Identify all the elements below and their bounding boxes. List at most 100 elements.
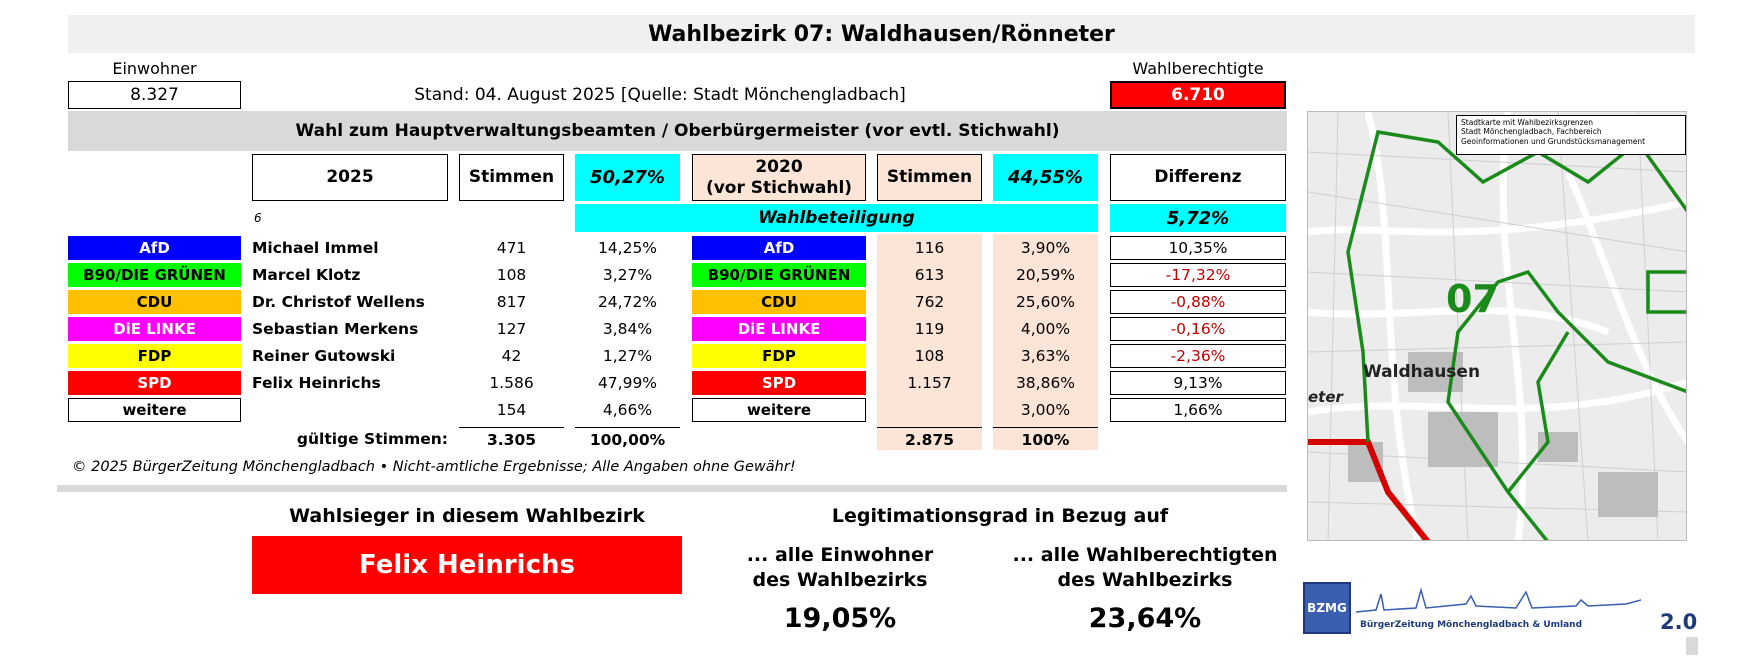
pct-2025: 1,27% — [602, 347, 653, 365]
party-badge-2020: AfD — [692, 236, 866, 260]
votes-2025: 471 — [496, 239, 527, 257]
difference-value: 9,13% — [1110, 371, 1286, 395]
party-badge-2025: SPD — [68, 371, 241, 395]
einwohner-value: 8.327 — [68, 81, 241, 109]
legitimation-berechtigte-line1: ... alle Wahlberechtigten — [1012, 544, 1278, 567]
district-name-label: Waldhausen — [1363, 362, 1480, 382]
corner-mark — [1686, 637, 1698, 655]
winner-name: Felix Heinrichs — [252, 536, 682, 594]
map-legend-line3: Geoinformationen und Grundstücksmanageme… — [1461, 136, 1646, 146]
pct-2025: 47,99% — [597, 374, 658, 392]
candidate-name: Sebastian Merkens — [252, 320, 419, 338]
logo-text: BürgerZeitung Mönchengladbach & Umland — [1360, 620, 1583, 630]
candidate-name: Reiner Gutowski — [252, 347, 396, 365]
pct-2025: 24,72% — [597, 293, 658, 311]
election-section-title: Wahl zum Hauptverwaltungsbeamten / Oberb… — [68, 111, 1287, 151]
difference-value: 10,35% — [1110, 236, 1286, 260]
party-badge-2025: DiE LINKE — [68, 317, 241, 341]
header-2020-year: 2020 — [755, 157, 803, 178]
district-map-graphic: 07 Waldhausen eter — [1308, 112, 1686, 540]
skyline-icon — [1356, 587, 1641, 613]
map-edge-label: eter — [1308, 388, 1345, 406]
votes-2025: 817 — [496, 293, 527, 311]
votes-2025: 1.586 — [489, 374, 534, 392]
votes-2025: 108 — [496, 266, 527, 284]
votes-2020: 613 — [914, 266, 945, 284]
winner-title: Wahlsieger in diesem Wahlbezirk — [289, 505, 645, 527]
party-badge-2025: B90/DIE GRÜNEN — [68, 263, 241, 287]
party-badge-2020: CDU — [692, 290, 866, 314]
separator-bar — [57, 485, 1287, 492]
votes-2025: 154 — [496, 401, 527, 419]
pct-2020: 3,00% — [1020, 401, 1071, 419]
logo-version: 2.0 — [1660, 610, 1698, 634]
einwohner-label: Einwohner — [112, 58, 197, 78]
legitimation-einwohner-value: 19,05% — [783, 602, 897, 634]
pct-2020: 3,90% — [1020, 239, 1071, 257]
votes-2020: 1.157 — [907, 374, 952, 392]
votes-2020: 108 — [914, 347, 945, 365]
total-label: gültige Stimmen: — [296, 430, 448, 448]
pct-2020: 3,63% — [1020, 347, 1071, 365]
pct-2025: 3,84% — [602, 320, 653, 338]
legitimation-berechtigte-line2: des Wahlbezirks — [1057, 569, 1233, 591]
total-votes-2020: 2.875 — [877, 427, 982, 451]
total-pct-2020: 100% — [993, 427, 1098, 451]
difference-value: 1,66% — [1110, 398, 1286, 422]
header-2020-note: (vor Stichwahl) — [705, 177, 853, 198]
map-legend-line1: Stadtkarte mit Wahlbezirksgrenzen — [1461, 118, 1593, 127]
bzmg-logo-icon: BZMG — [1303, 582, 1351, 634]
total-votes-2025: 3.305 — [459, 427, 564, 451]
header-differenz: Differenz — [1110, 154, 1286, 201]
stand-text: Stand: 04. August 2025 [Quelle: Stadt Mö… — [414, 85, 906, 105]
pct-2025: 14,25% — [597, 239, 658, 257]
map-legend-line2: Stadt Mönchengladbach, Fachbereich — [1461, 127, 1602, 137]
party-badge-2025: CDU — [68, 290, 241, 314]
party-badge-2025: AfD — [68, 236, 241, 260]
turnout-2025: 50,27% — [575, 154, 680, 201]
votes-2020 — [877, 398, 982, 422]
difference-value: -0,88% — [1110, 290, 1286, 314]
pct-2020: 4,00% — [1020, 320, 1071, 338]
candidate-name — [252, 398, 448, 422]
legitimation-title: Legitimationsgrad in Bezug auf — [831, 505, 1169, 527]
votes-2020: 116 — [914, 239, 945, 257]
candidate-name: Marcel Klotz — [252, 266, 361, 284]
header-stimmen-2025: Stimmen — [459, 154, 564, 201]
district-number-label: 07 — [1446, 277, 1499, 321]
party-badge-2020: SPD — [692, 371, 866, 395]
votes-2025: 127 — [496, 320, 527, 338]
legitimation-einwohner-line1: ... alle Einwohner — [746, 544, 934, 567]
header-2025: 2025 — [252, 154, 448, 201]
copyright-footer: © 2025 BürgerZeitung Mönchengladbach • N… — [72, 459, 796, 475]
difference-value: -2,36% — [1110, 344, 1286, 368]
difference-value: -17,32% — [1110, 263, 1286, 287]
candidate-name: Dr. Christof Wellens — [252, 293, 425, 311]
total-pct-2025: 100,00% — [575, 427, 680, 451]
map-legend: Stadtkarte mit Wahlbezirksgrenzen Stadt … — [1456, 115, 1686, 155]
party-badge-2020: weitere — [692, 398, 866, 422]
candidate-name: Felix Heinrichs — [252, 374, 381, 392]
turnout-2020: 44,55% — [993, 154, 1098, 201]
district-map: 07 Waldhausen eter — [1307, 111, 1687, 541]
pct-2025: 3,27% — [602, 266, 653, 284]
pct-2020: 38,86% — [1015, 374, 1076, 392]
difference-value: -0,16% — [1110, 317, 1286, 341]
page-title: Wahlbezirk 07: Waldhausen/Rönneter — [68, 15, 1695, 53]
wahlberechtigte-label: Wahlberechtigte — [1132, 58, 1264, 78]
candidate-name: Michael Immel — [252, 239, 379, 257]
party-badge-2020: B90/DIE GRÜNEN — [692, 263, 866, 287]
pct-2020: 25,60% — [1015, 293, 1076, 311]
legitimation-berechtigte-label: ... alle Wahlberechtigten des Wahlbezirk… — [1000, 542, 1290, 594]
pct-2020-column — [993, 234, 1098, 450]
legitimation-einwohner-line2: des Wahlbezirks — [752, 569, 928, 591]
party-badge-2020: DiE LINKE — [692, 317, 866, 341]
stimmen-2020-column — [877, 234, 982, 450]
legitimation-berechtigte-value: 23,64% — [1088, 602, 1202, 634]
wahlberechtigte-value: 6.710 — [1110, 81, 1286, 109]
pct-2025: 4,66% — [602, 401, 653, 419]
pct-2020: 20,59% — [1015, 266, 1076, 284]
legitimation-einwohner-label: ... alle Einwohner des Wahlbezirks — [700, 542, 980, 594]
header-stimmen-2020: Stimmen — [877, 154, 982, 201]
party-badge-2025: FDP — [68, 344, 241, 368]
